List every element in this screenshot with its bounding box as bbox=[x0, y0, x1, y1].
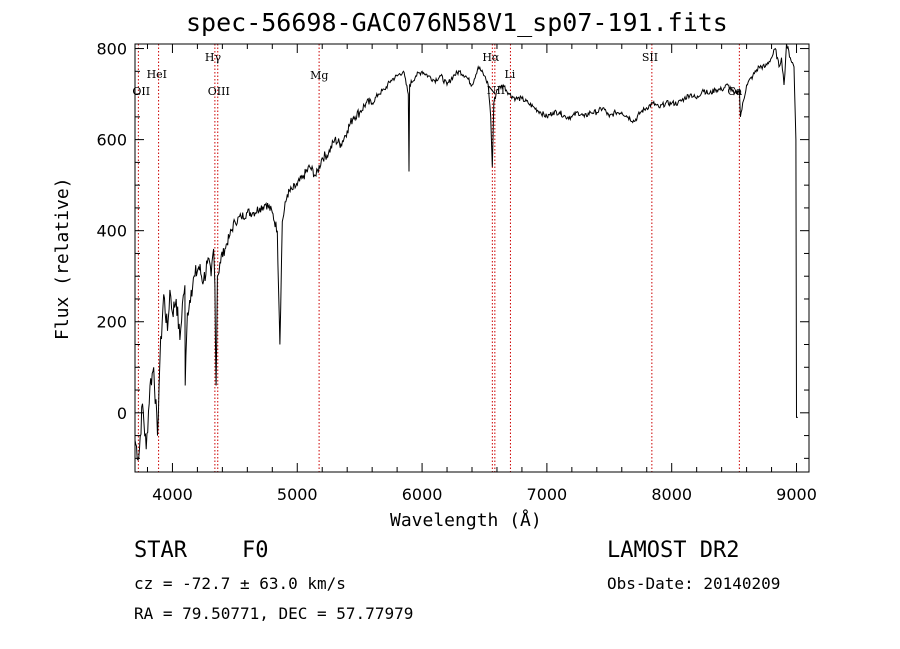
plot-frame bbox=[134, 43, 810, 473]
line-label-mg: Mg bbox=[310, 69, 328, 82]
line-label-oiii: OIII bbox=[208, 85, 230, 98]
y-axis-label: Flux (relative) bbox=[52, 177, 73, 340]
x-tick-label: 8000 bbox=[651, 485, 692, 504]
line-label-li: Li bbox=[504, 68, 515, 81]
x-axis-ticks: 4000 5000 6000 7000 8000 9000 bbox=[146, 44, 817, 504]
line-label-sii: SII bbox=[642, 51, 658, 64]
emission-line-markers bbox=[137, 44, 740, 472]
y-tick-label: 0 bbox=[117, 404, 127, 423]
x-tick-label: 9000 bbox=[776, 485, 817, 504]
line-label-hα: Hα bbox=[482, 51, 500, 64]
y-axis-ticks: 0 200 400 600 800 bbox=[96, 40, 809, 459]
line-label-oii: OII bbox=[132, 85, 150, 98]
x-axis-label: Wavelength (Å) bbox=[390, 510, 542, 531]
x-tick-label: 7000 bbox=[527, 485, 568, 504]
spectrum-line bbox=[135, 44, 798, 461]
y-tick-label: 600 bbox=[96, 131, 127, 150]
x-tick-label: 6000 bbox=[402, 485, 443, 504]
redshift-cz: cz = -72.7 ± 63.0 km/s bbox=[134, 574, 346, 593]
x-tick-label: 4000 bbox=[152, 485, 193, 504]
object-type: STAR bbox=[134, 538, 187, 563]
chart-title: spec-56698-GAC076N58V1_sp07-191.fits bbox=[186, 8, 728, 37]
line-label-hγ: Hγ bbox=[205, 51, 222, 64]
survey-name: LAMOST DR2 bbox=[607, 538, 740, 563]
line-label-hei: HeI bbox=[147, 68, 167, 81]
observation-date: Obs-Date: 20140209 bbox=[607, 574, 781, 593]
ra-dec-coordinates: RA = 79.50771, DEC = 57.77979 bbox=[134, 604, 414, 623]
x-tick-label: 5000 bbox=[277, 485, 318, 504]
spectral-subclass: F0 bbox=[242, 538, 269, 563]
y-tick-label: 200 bbox=[96, 313, 127, 332]
y-tick-label: 400 bbox=[96, 222, 127, 241]
y-tick-label: 800 bbox=[96, 40, 127, 59]
